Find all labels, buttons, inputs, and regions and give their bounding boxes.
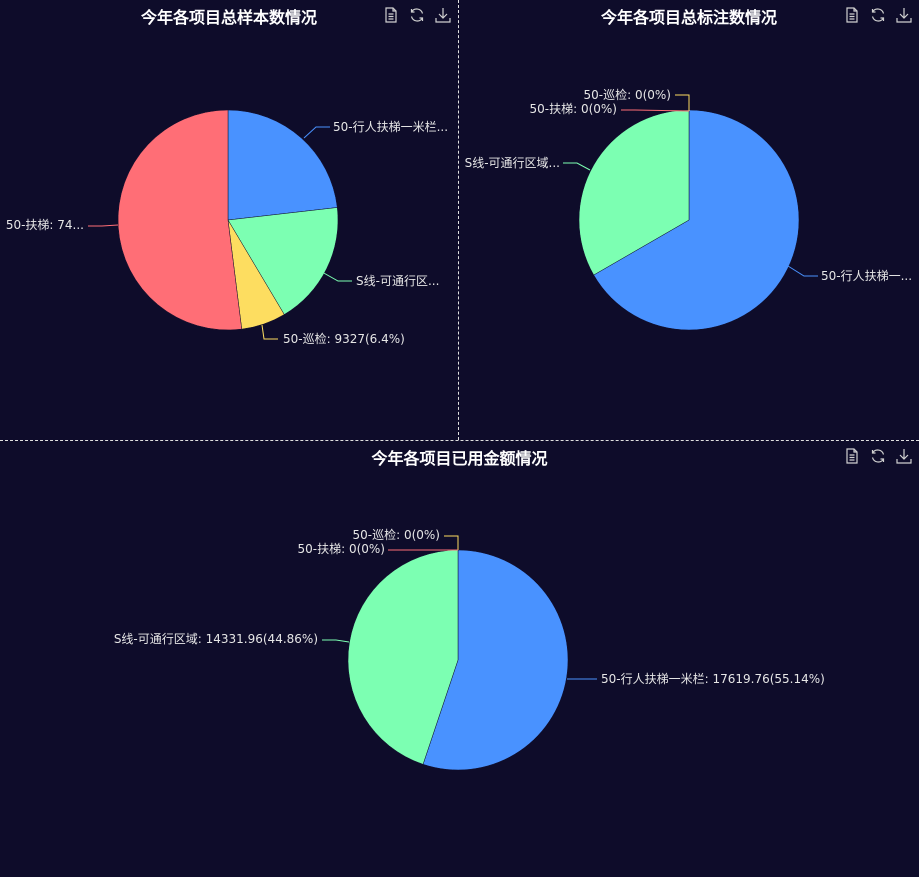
pie-slice[interactable] [117,109,243,331]
refresh-icon[interactable] [869,6,887,24]
slice-label: 50-行人扶梯一米栏: 17619.76(55.14%) [601,671,825,686]
refresh-icon[interactable] [408,6,426,24]
pie-slice[interactable] [227,207,339,315]
vertical-divider [458,0,459,440]
chart-toolbar [382,6,452,24]
label-leader-line [322,639,350,643]
chart-toolbar [843,447,913,465]
pie-slice[interactable] [578,109,690,276]
label-leader-line [675,94,690,111]
pie-slice[interactable] [347,549,459,765]
slice-label: 50-行人扶梯一... [821,268,912,283]
label-leader-line [563,162,591,171]
slice-label: 50-巡检: 9327(6.4%) [283,331,405,346]
label-leader-line [787,265,818,277]
slice-label: 50-行人扶梯一米栏... [333,119,448,134]
chart-title: 今年各项目总样本数情况 [140,8,317,27]
chart-toolbar [843,6,913,24]
pie-slice[interactable] [593,109,800,331]
chart-panel-amount-used: 今年各项目已用金额情况 50-行人扶梯一米栏: 17619.76(55.14%)… [0,441,919,877]
data-view-icon[interactable] [843,6,861,24]
pie-slice[interactable] [422,549,569,771]
slice-label: 50-扶梯: 74... [6,217,84,232]
download-icon[interactable] [895,447,913,465]
chart-title: 今年各项目已用金额情况 [371,449,548,468]
slice-label: S线-可通行区域: 14331.96(44.86%) [114,632,318,646]
data-view-icon[interactable] [843,447,861,465]
label-leader-line [621,109,690,112]
label-leader-line [444,535,459,550]
refresh-icon[interactable] [869,447,887,465]
data-view-icon[interactable] [382,6,400,24]
slice-label: 50-巡检: 0(0%) [353,527,441,542]
slice-label: 50-巡检: 0(0%) [584,87,672,102]
pie-chart: 50-行人扶梯一... S线-可通行区域... 50-巡检: 0(0%)50-扶梯:… [465,87,912,331]
chart-panel-annotation-count: 今年各项目总标注数情况 50-行人扶梯一... S线-可通行区域... 50-巡检:… [459,0,919,440]
label-leader-line [261,324,278,340]
pie-slice[interactable] [227,109,338,221]
horizontal-divider [0,440,919,441]
label-leader-line [321,271,352,282]
download-icon[interactable] [434,6,452,24]
label-leader-line [303,126,330,139]
chart-title: 今年各项目总标注数情况 [600,8,777,27]
slice-label: 50-扶梯: 0(0%) [530,101,618,116]
slice-label: 50-扶梯: 0(0%) [298,541,386,556]
download-icon[interactable] [895,6,913,24]
slice-label: S线-可通行区域... [465,156,560,170]
label-leader-line [88,224,119,227]
chart-panel-sample-count: 今年各项目总样本数情况 50-行人扶梯一米栏... S线-可通行区... 50-巡检… [0,0,458,440]
slice-label: S线-可通行区... [356,274,439,288]
pie-chart: 50-行人扶梯一米栏... S线-可通行区... 50-巡检: 9327(6.4%)… [6,109,448,346]
pie-chart: 50-行人扶梯一米栏: 17619.76(55.14%) S线-可通行区域: 14… [114,527,825,771]
